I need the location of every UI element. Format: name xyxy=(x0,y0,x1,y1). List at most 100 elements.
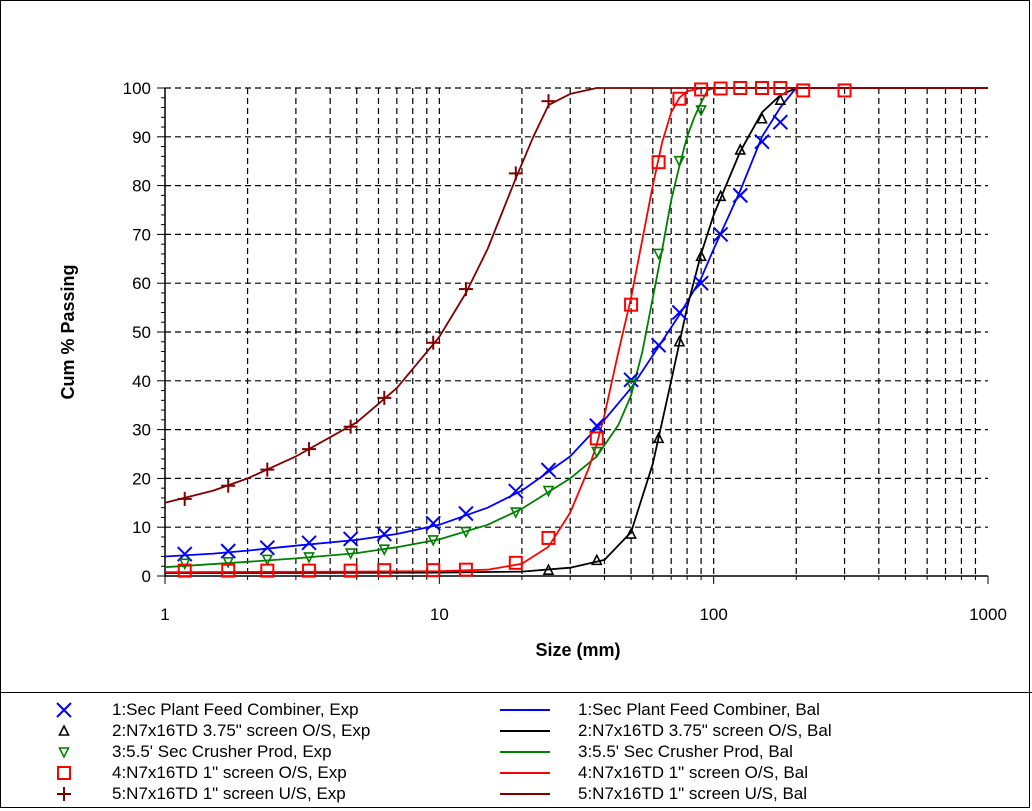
legend-marker-shape-1 xyxy=(56,702,72,718)
series-2-exp-point xyxy=(652,431,665,444)
marker-stroke xyxy=(589,417,605,434)
series-3-exp-point xyxy=(261,554,274,567)
series-1-exp-point xyxy=(754,133,770,150)
series-1-exp-point xyxy=(259,539,276,556)
legend-marker-shape-3 xyxy=(58,747,70,759)
legend-marker-shape-4 xyxy=(57,766,71,780)
marker-stroke xyxy=(650,337,667,353)
series-5-exp-point xyxy=(177,491,192,506)
legend-marker-1 xyxy=(56,702,72,718)
series-3-exp-point xyxy=(460,526,472,539)
marker-stroke xyxy=(259,539,276,556)
y-axis-label: Cum % Passing xyxy=(58,264,78,399)
legend-marker-2 xyxy=(58,724,70,736)
marker-stroke xyxy=(56,702,72,718)
legend-label: 1:Sec Plant Feed Combiner, Bal xyxy=(578,700,820,719)
legend-label: 4:N7x16TD 1" screen O/S, Bal xyxy=(578,763,808,782)
series-4-exp-point xyxy=(343,563,358,578)
series-3-exp-point xyxy=(695,105,707,117)
marker-stroke xyxy=(772,114,789,130)
axes xyxy=(157,87,989,584)
series-4-exp-point xyxy=(796,83,811,98)
marker-stroke xyxy=(671,304,688,321)
series-5-exp-point xyxy=(260,462,275,477)
marker-stroke xyxy=(376,526,392,542)
series-3-exp-point xyxy=(542,485,555,498)
legend-label: 3:5.5' Sec Crusher Prod, Exp xyxy=(112,742,332,761)
series-1-exp-point xyxy=(458,505,474,522)
series-4-exp-point xyxy=(177,563,192,578)
legend-label: 3:5.5' Sec Crusher Prod, Bal xyxy=(578,742,793,761)
y-tick-label: 50 xyxy=(132,323,151,342)
marker-stroke xyxy=(754,133,770,150)
series-2-exp-point xyxy=(625,527,637,539)
series-1-exp-point xyxy=(301,535,317,551)
series-4-exp-point xyxy=(651,155,666,170)
series-2-exp-point xyxy=(591,553,603,566)
experimental-markers xyxy=(177,81,852,578)
grid xyxy=(165,87,988,576)
legend-marker-4 xyxy=(57,766,71,780)
marker-stroke xyxy=(712,226,729,243)
series-4-exp-point xyxy=(694,82,709,97)
series-4-bal-line xyxy=(164,87,988,573)
legend-label: 2:N7x16TD 3.75" screen O/S, Bal xyxy=(578,721,832,740)
marker-stroke xyxy=(693,275,709,291)
series-1-exp-point xyxy=(772,114,789,130)
series-4-exp-point xyxy=(754,81,769,95)
series-4-exp-point xyxy=(589,431,604,446)
legend: 1:Sec Plant Feed Combiner, Exp 1:Sec Plan… xyxy=(0,692,1032,811)
legend-line-4 xyxy=(500,772,550,774)
series-4-exp-point xyxy=(377,563,392,578)
series-1-exp-point xyxy=(508,483,524,499)
legend-label: 4:N7x16TD 1" screen O/S, Exp xyxy=(112,763,347,782)
legend-line-1 xyxy=(500,709,550,711)
series-3-exp-point xyxy=(625,379,637,392)
legend-label: 5:N7x16TD 1" screen U/S, Exp xyxy=(112,784,346,803)
series-5-exp-point xyxy=(343,419,358,434)
marker-stroke xyxy=(220,543,236,559)
x-tick-label: 1 xyxy=(160,605,169,624)
legend-line-3 xyxy=(500,751,550,753)
series-4-exp-point xyxy=(260,563,275,578)
series-2-exp-point xyxy=(695,249,707,262)
series-5-exp-point xyxy=(426,335,441,350)
series-3-exp-point xyxy=(427,535,440,547)
legend-marker-shape-5 xyxy=(57,787,71,801)
series-4-exp-point xyxy=(221,563,236,578)
series-3-bal-line xyxy=(164,87,988,569)
y-tick-label: 60 xyxy=(132,274,151,293)
series-4-exp-point xyxy=(426,563,441,578)
y-tick-label: 40 xyxy=(132,372,151,391)
series-1-exp-point xyxy=(540,462,557,478)
legend-label: 5:N7x16TD 1" screen U/S, Bal xyxy=(578,784,808,803)
series-1-bal-line xyxy=(164,87,988,558)
y-tick-label: 100 xyxy=(123,79,151,98)
marker-stroke xyxy=(540,462,557,478)
x-tick-label: 10 xyxy=(430,605,449,624)
x-tick-label: 100 xyxy=(699,605,727,624)
legend-label: 2:N7x16TD 3.75" screen O/S, Exp xyxy=(112,721,371,740)
series-1-exp-point xyxy=(712,226,729,243)
series-5-exp-point xyxy=(541,94,556,109)
series-4-exp-point xyxy=(713,81,728,96)
series-2-exp-point xyxy=(734,143,747,155)
series-2-exp-point xyxy=(774,93,787,105)
series-1-exp-point xyxy=(650,337,667,353)
y-tick-label: 20 xyxy=(132,469,151,488)
series-5-exp-point xyxy=(508,166,523,181)
series-1-exp-point xyxy=(589,417,605,434)
y-tick-label: 30 xyxy=(132,421,151,440)
series-3-exp-point xyxy=(303,552,315,564)
series-3-exp-point xyxy=(652,248,665,261)
series-2-exp-point xyxy=(542,563,555,575)
series-2-exp-point xyxy=(756,111,768,124)
balance-lines xyxy=(164,87,988,574)
marker-stroke xyxy=(508,483,524,499)
series-1-exp-point xyxy=(220,543,236,559)
y-tick-label: 10 xyxy=(132,518,151,537)
series-1-exp-point xyxy=(732,187,748,204)
series-4-exp-point xyxy=(837,83,852,98)
series-3-exp-point xyxy=(673,155,686,168)
